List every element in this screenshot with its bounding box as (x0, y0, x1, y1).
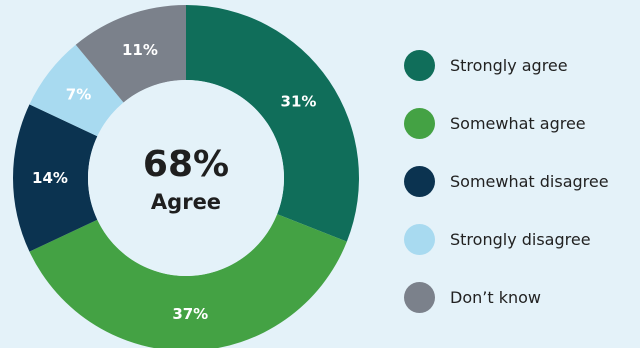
slice-strongly-disagree (29, 44, 124, 137)
legend-item-strongly-agree: Strongly agree (404, 48, 640, 82)
slice-label-somewhat-disagree: 14% (32, 169, 68, 187)
legend-swatch-somewhat-disagree (404, 165, 435, 197)
legend-label-strongly-agree: Strongly agree (450, 55, 568, 75)
legend-label-somewhat-disagree: Somewhat disagree (450, 171, 609, 191)
slice-somewhat-agree (29, 214, 347, 348)
slice-don-t-know (75, 5, 186, 103)
legend-label-dont-know: Don’t know (450, 287, 541, 307)
legend-item-strongly-disagree: Strongly disagree (404, 222, 640, 256)
legend-label-strongly-disagree: Strongly disagree (450, 229, 591, 249)
donut-slice-labels: 31% 37% 14% 7% 11% (32, 41, 316, 323)
legend-swatch-strongly-agree (404, 49, 435, 81)
donut-slices (12, 5, 359, 348)
legend-item-dont-know: Don’t know (404, 280, 640, 314)
donut-hole (88, 80, 284, 276)
legend: Strongly agree Somewhat agree Somewhat d… (404, 48, 640, 338)
center-caption: Agree (151, 190, 221, 214)
legend-swatch-somewhat-agree (404, 107, 435, 139)
slice-label-strongly-disagree: 7% (66, 86, 91, 104)
slice-label-strongly-agree: 31% (281, 93, 317, 111)
slice-strongly-agree (186, 5, 359, 242)
slice-label-don-t-know: 11% (122, 41, 158, 59)
legend-item-somewhat-disagree: Somewhat disagree (404, 164, 640, 198)
legend-swatch-dont-know (404, 281, 435, 313)
slice-label-somewhat-agree: 37% (172, 305, 208, 323)
legend-swatch-strongly-disagree (404, 223, 435, 255)
center-value: 68% (143, 144, 229, 185)
legend-item-somewhat-agree: Somewhat agree (404, 106, 640, 140)
slice-somewhat-disagree (12, 104, 98, 252)
legend-label-somewhat-agree: Somewhat agree (450, 113, 586, 133)
